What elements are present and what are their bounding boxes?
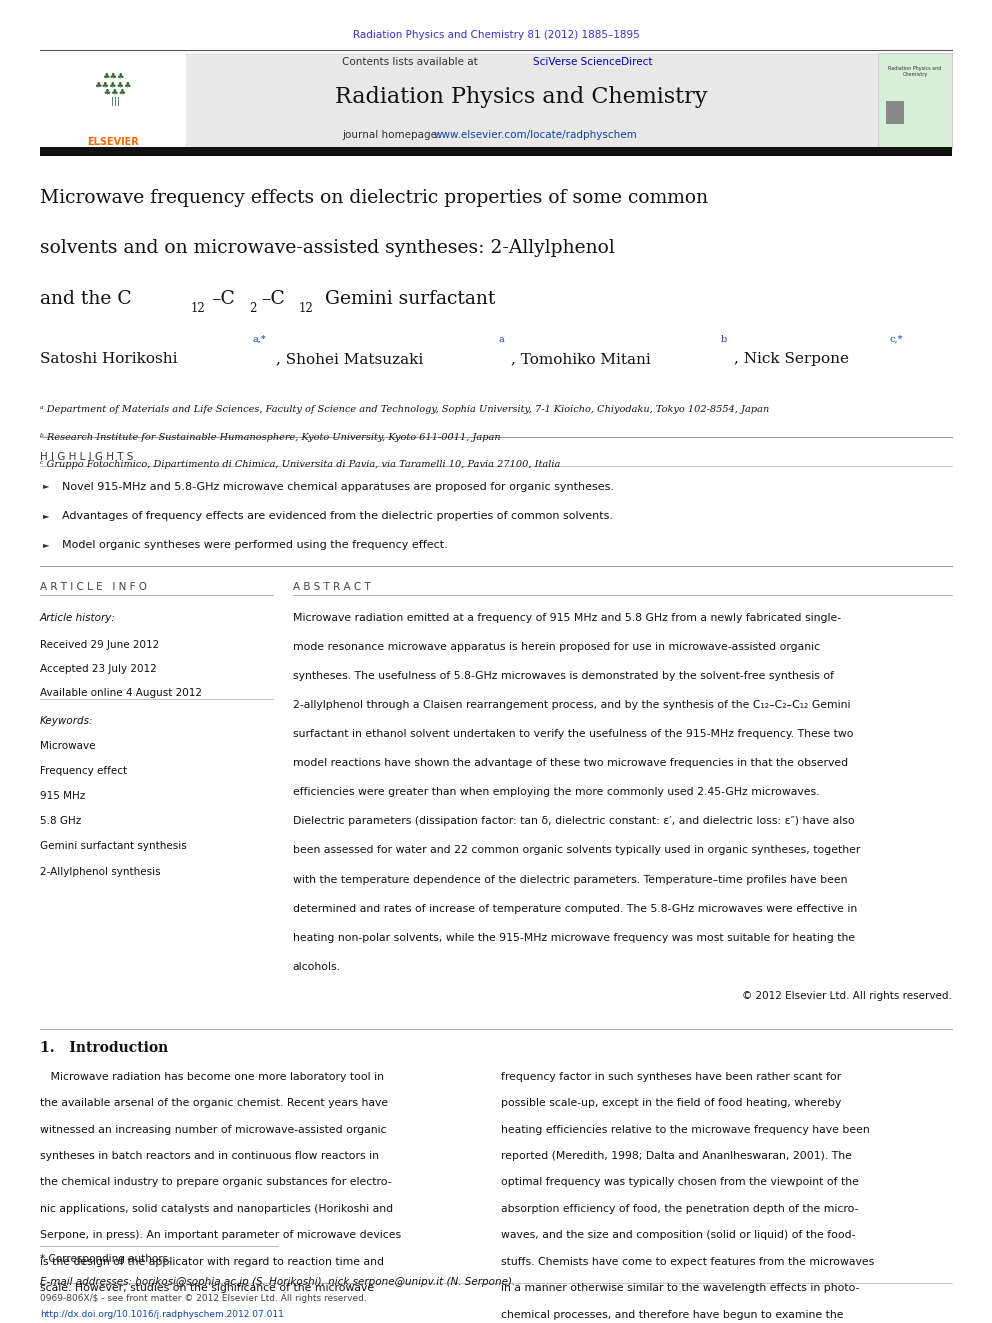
- Text: Gemini surfactant: Gemini surfactant: [319, 290, 496, 308]
- Text: Novel 915-MHz and 5.8-GHz microwave chemical apparatuses are proposed for organi: Novel 915-MHz and 5.8-GHz microwave chem…: [62, 482, 614, 492]
- Text: in a manner otherwise similar to the wavelength effects in photo-: in a manner otherwise similar to the wav…: [501, 1283, 859, 1294]
- Text: Microwave: Microwave: [40, 741, 95, 751]
- Text: Model organic syntheses were performed using the frequency effect.: Model organic syntheses were performed u…: [62, 540, 448, 550]
- Text: 915 MHz: 915 MHz: [40, 791, 85, 802]
- Text: © 2012 Elsevier Ltd. All rights reserved.: © 2012 Elsevier Ltd. All rights reserved…: [742, 991, 952, 1002]
- Text: ᵇ Research Institute for Sustainable Humanosphere, Kyoto University, Kyoto 611-0: ᵇ Research Institute for Sustainable Hum…: [40, 433, 500, 442]
- Text: Accepted 23 July 2012: Accepted 23 July 2012: [40, 664, 157, 675]
- Text: Radiation Physics and
Chemistry: Radiation Physics and Chemistry: [889, 66, 941, 77]
- Text: the chemical industry to prepare organic substances for electro-: the chemical industry to prepare organic…: [40, 1177, 391, 1188]
- Text: surfactant in ethanol solvent undertaken to verify the usefulness of the 915-MHz: surfactant in ethanol solvent undertaken…: [293, 729, 853, 740]
- Text: syntheses. The usefulness of 5.8-GHz microwaves is demonstrated by the solvent-f: syntheses. The usefulness of 5.8-GHz mic…: [293, 671, 833, 681]
- Text: a,*: a,*: [253, 335, 267, 344]
- Text: Frequency effect: Frequency effect: [40, 766, 127, 777]
- Text: –C: –C: [261, 290, 285, 308]
- Text: ᶜ Gruppo Fotochimico, Dipartimento di Chimica, Universita di Pavia, via Taramell: ᶜ Gruppo Fotochimico, Dipartimento di Ch…: [40, 460, 560, 470]
- Text: 12: 12: [299, 302, 313, 315]
- Text: witnessed an increasing number of microwave-assisted organic: witnessed an increasing number of microw…: [40, 1125, 386, 1135]
- Text: Serpone, in press). An important parameter of microwave devices: Serpone, in press). An important paramet…: [40, 1230, 401, 1241]
- Text: reported (Meredith, 1998; Dalta and Ananlheswaran, 2001). The: reported (Meredith, 1998; Dalta and Anan…: [501, 1151, 852, 1162]
- Text: frequency factor in such syntheses have been rather scant for: frequency factor in such syntheses have …: [501, 1072, 841, 1082]
- Text: Radiation Physics and Chemistry 81 (2012) 1885–1895: Radiation Physics and Chemistry 81 (2012…: [352, 30, 640, 41]
- Text: with the temperature dependence of the dielectric parameters. Temperature–time p: with the temperature dependence of the d…: [293, 875, 847, 885]
- Text: nic applications, solid catalysts and nanoparticles (Horikoshi and: nic applications, solid catalysts and na…: [40, 1204, 393, 1215]
- Text: Satoshi Horikoshi: Satoshi Horikoshi: [40, 352, 178, 366]
- Text: chemical processes, and therefore have begun to examine the: chemical processes, and therefore have b…: [501, 1310, 843, 1320]
- Text: Radiation Physics and Chemistry: Radiation Physics and Chemistry: [334, 86, 707, 107]
- Text: stuffs. Chemists have come to expect features from the microwaves: stuffs. Chemists have come to expect fea…: [501, 1257, 874, 1267]
- Text: absorption efficiency of food, the penetration depth of the micro-: absorption efficiency of food, the penet…: [501, 1204, 858, 1215]
- Text: Keywords:: Keywords:: [40, 716, 93, 726]
- Text: is the design of the applicator with regard to reaction time and: is the design of the applicator with reg…: [40, 1257, 384, 1267]
- Text: Dielectric parameters (dissipation factor: tan δ, dielectric constant: ε′, and d: Dielectric parameters (dissipation facto…: [293, 816, 854, 827]
- Text: optimal frequency was typically chosen from the viewpoint of the: optimal frequency was typically chosen f…: [501, 1177, 859, 1188]
- Text: Microwave radiation emitted at a frequency of 915 MHz and 5.8 GHz from a newly f: Microwave radiation emitted at a frequen…: [293, 613, 841, 623]
- Text: the available arsenal of the organic chemist. Recent years have: the available arsenal of the organic che…: [40, 1098, 388, 1109]
- Text: ELSEVIER: ELSEVIER: [87, 136, 139, 147]
- Text: model reactions have shown the advantage of these two microwave frequencies in t: model reactions have shown the advantage…: [293, 758, 848, 769]
- Text: Advantages of frequency effects are evidenced from the dielectric properties of : Advantages of frequency effects are evid…: [62, 511, 613, 521]
- Text: determined and rates of increase of temperature computed. The 5.8-GHz microwaves: determined and rates of increase of temp…: [293, 904, 857, 914]
- Text: 2: 2: [249, 302, 256, 315]
- Bar: [878, 53, 952, 148]
- Text: and the C: and the C: [40, 290, 131, 308]
- Text: A R T I C L E   I N F O: A R T I C L E I N F O: [40, 582, 147, 593]
- Text: a: a: [499, 335, 505, 344]
- Text: Microwave frequency effects on dielectric properties of some common: Microwave frequency effects on dielectri…: [40, 189, 708, 208]
- Text: –C: –C: [211, 290, 235, 308]
- Text: scale. However, studies on the significance of the microwave: scale. However, studies on the significa…: [40, 1283, 374, 1294]
- Text: H I G H L I G H T S: H I G H L I G H T S: [40, 452, 133, 463]
- Text: , Tomohiko Mitani: , Tomohiko Mitani: [511, 352, 651, 366]
- Text: 12: 12: [190, 302, 205, 315]
- Text: solvents and on microwave-assisted syntheses: 2-Allylphenol: solvents and on microwave-assisted synth…: [40, 239, 614, 258]
- Text: ►: ►: [43, 482, 50, 491]
- Text: Contents lists available at: Contents lists available at: [342, 57, 481, 67]
- Bar: [886, 101, 904, 124]
- Bar: [40, 53, 186, 148]
- Text: heating non-polar solvents, while the 915-MHz microwave frequency was most suita: heating non-polar solvents, while the 91…: [293, 933, 855, 943]
- Text: http://dx.doi.org/10.1016/j.radphyschem.2012.07.011: http://dx.doi.org/10.1016/j.radphyschem.…: [40, 1310, 284, 1319]
- Text: journal homepage:: journal homepage:: [342, 130, 444, 140]
- Text: alcohols.: alcohols.: [293, 962, 340, 972]
- Text: 0969-806X/$ - see front matter © 2012 Elsevier Ltd. All rights reserved.: 0969-806X/$ - see front matter © 2012 El…: [40, 1294, 366, 1303]
- Text: , Shohei Matsuzaki: , Shohei Matsuzaki: [276, 352, 423, 366]
- Text: syntheses in batch reactors and in continuous flow reactors in: syntheses in batch reactors and in conti…: [40, 1151, 379, 1162]
- Text: possible scale-up, except in the field of food heating, whereby: possible scale-up, except in the field o…: [501, 1098, 841, 1109]
- Text: ♣♣♣
♣♣♣♣♣
 ♣♣♣
  |||: ♣♣♣ ♣♣♣♣♣ ♣♣♣ |||: [94, 71, 132, 106]
- Text: 5.8 GHz: 5.8 GHz: [40, 816, 81, 827]
- Text: c,*: c,*: [890, 335, 904, 344]
- Text: Received 29 June 2012: Received 29 June 2012: [40, 640, 159, 651]
- Text: ►: ►: [43, 511, 50, 520]
- Text: been assessed for water and 22 common organic solvents typically used in organic: been assessed for water and 22 common or…: [293, 845, 860, 856]
- Text: 1.   Introduction: 1. Introduction: [40, 1041, 168, 1056]
- Text: , Nick Serpone: , Nick Serpone: [734, 352, 849, 366]
- Text: efficiencies were greater than when employing the more commonly used 2.45-GHz mi: efficiencies were greater than when empl…: [293, 787, 819, 798]
- Text: SciVerse ScienceDirect: SciVerse ScienceDirect: [533, 57, 652, 67]
- Bar: [40, 147, 952, 156]
- Text: 2-allylphenol through a Claisen rearrangement process, and by the synthesis of t: 2-allylphenol through a Claisen rearrang…: [293, 700, 850, 710]
- Text: Microwave radiation has become one more laboratory tool in: Microwave radiation has become one more …: [40, 1072, 384, 1082]
- Text: 2-Allylphenol synthesis: 2-Allylphenol synthesis: [40, 867, 161, 877]
- Text: mode resonance microwave apparatus is herein proposed for use in microwave-assis: mode resonance microwave apparatus is he…: [293, 642, 819, 652]
- Text: ►: ►: [43, 540, 50, 549]
- Text: A B S T R A C T: A B S T R A C T: [293, 582, 370, 593]
- Text: b: b: [721, 335, 727, 344]
- Text: Gemini surfactant synthesis: Gemini surfactant synthesis: [40, 841, 186, 852]
- Text: heating efficiencies relative to the microwave frequency have been: heating efficiencies relative to the mic…: [501, 1125, 870, 1135]
- Text: waves, and the size and composition (solid or liquid) of the food-: waves, and the size and composition (sol…: [501, 1230, 855, 1241]
- Text: Article history:: Article history:: [40, 613, 115, 623]
- Text: Available online 4 August 2012: Available online 4 August 2012: [40, 688, 201, 699]
- Text: * Corresponding authors.: * Corresponding authors.: [40, 1254, 172, 1265]
- Bar: [40, 53, 878, 148]
- Text: ᵃ Department of Materials and Life Sciences, Faculty of Science and Technology, : ᵃ Department of Materials and Life Scien…: [40, 405, 769, 414]
- Text: E-mail addresses: horikosi@sophia.ac.jp (S. Horikoshi), nick.serpone@unipv.it (N: E-mail addresses: horikosi@sophia.ac.jp …: [40, 1277, 515, 1287]
- Text: www.elsevier.com/locate/radphyschem: www.elsevier.com/locate/radphyschem: [434, 130, 637, 140]
